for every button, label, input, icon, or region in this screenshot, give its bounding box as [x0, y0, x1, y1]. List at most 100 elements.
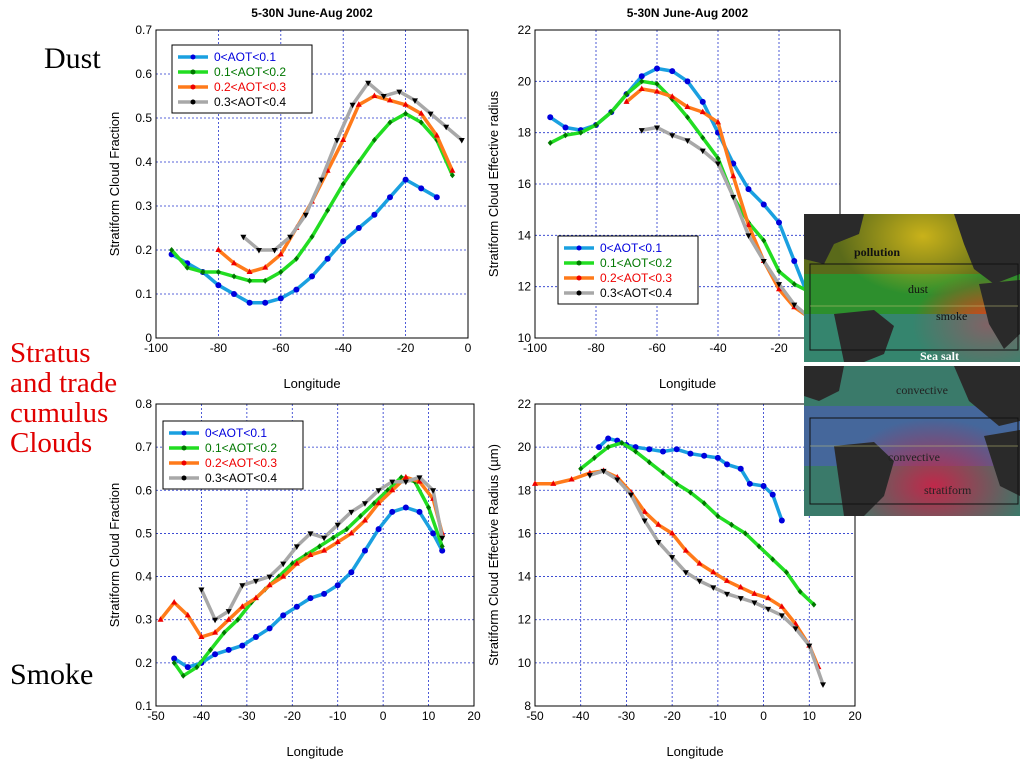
- legend-entry: 0.1<AOT<0.2: [214, 65, 286, 79]
- x-tick-label: -30: [618, 709, 636, 723]
- data-point: [371, 92, 378, 98]
- data-point: [266, 574, 273, 581]
- data-point: [171, 659, 177, 666]
- data-point: [247, 277, 253, 284]
- data-point: [157, 616, 164, 622]
- x-tick-label: -50: [526, 709, 544, 723]
- data-point: [746, 480, 753, 487]
- x-tick-label: -20: [770, 341, 788, 355]
- data-point: [605, 435, 612, 442]
- data-point: [660, 448, 666, 455]
- data-point: [387, 119, 393, 126]
- data-point: [655, 540, 662, 546]
- legend-marker: [190, 84, 196, 90]
- y-tick-label: 12: [518, 280, 532, 294]
- data-point: [737, 596, 744, 602]
- x-axis-label: Longitude: [286, 744, 343, 759]
- data-point: [729, 521, 735, 528]
- chart-3: -50 -40 -30 -20 -10 0 10 20 0.1 0.2 0.3 0.4 0.5 0.6 0.…: [107, 397, 481, 759]
- chart-title: 5-30N June-Aug 2002: [251, 6, 373, 20]
- data-point: [184, 664, 191, 671]
- x-tick-label: -60: [272, 341, 290, 355]
- data-point: [340, 181, 346, 187]
- y-axis-label: Stratiform Cloud Effective Radius (µm): [486, 444, 501, 666]
- data-point: [255, 248, 262, 254]
- y-axis-label: Stratiform Cloud Fraction: [107, 112, 122, 257]
- data-point: [760, 482, 767, 489]
- x-tick-label: 0: [465, 341, 472, 355]
- data-point: [375, 488, 382, 494]
- stratus-line-3: cumulus: [10, 397, 109, 429]
- data-point: [443, 124, 450, 131]
- data-point: [371, 211, 378, 218]
- legend-marker: [181, 475, 187, 481]
- data-point: [730, 172, 737, 179]
- data-point: [776, 268, 782, 275]
- data-point: [208, 646, 214, 653]
- data-point: [277, 250, 284, 257]
- data-point: [426, 504, 432, 511]
- data-point: [280, 612, 287, 619]
- data-point: [776, 219, 782, 226]
- data-point: [293, 286, 300, 293]
- data-point: [674, 480, 680, 487]
- data-point: [654, 125, 660, 132]
- data-point: [820, 682, 826, 688]
- data-point: [458, 138, 465, 144]
- data-point: [402, 479, 409, 486]
- data-point: [710, 568, 717, 575]
- x-tick-label: 0: [380, 709, 387, 723]
- plot-frame: [534, 29, 841, 339]
- data-point: [325, 207, 331, 214]
- data-point: [302, 212, 309, 219]
- data-point: [184, 264, 190, 271]
- data-point: [225, 646, 232, 653]
- data-point: [596, 444, 602, 451]
- data-point: [439, 543, 445, 550]
- x-tick-label: -40: [193, 709, 211, 723]
- map-label-pollution: pollution: [854, 245, 900, 259]
- data-point: [198, 633, 205, 639]
- y-tick-label: 0: [145, 331, 152, 345]
- data-point: [641, 508, 648, 514]
- y-tick-label: 20: [518, 74, 532, 88]
- y-axis-label: Stratiform Cloud Fraction: [107, 483, 122, 628]
- x-tick-label: -10: [329, 709, 347, 723]
- data-point: [547, 139, 553, 146]
- legend-entry: 0.2<AOT<0.3: [205, 456, 277, 470]
- data-point: [280, 561, 287, 568]
- data-point: [593, 121, 599, 128]
- data-point: [696, 578, 703, 585]
- data-point: [751, 600, 758, 606]
- data-point: [389, 508, 396, 515]
- data-point: [239, 583, 246, 589]
- data-point: [252, 578, 259, 585]
- data-point: [638, 85, 645, 92]
- legend-entry: 0.3<AOT<0.4: [214, 95, 286, 109]
- data-point: [389, 479, 396, 486]
- data-point: [402, 473, 409, 480]
- plot-frame: [155, 29, 469, 339]
- data-point: [654, 88, 660, 94]
- data-point: [307, 551, 314, 557]
- y-tick-label: 14: [518, 228, 532, 242]
- map-label-smoke: smoke: [936, 309, 967, 323]
- x-tick-label: -30: [238, 709, 256, 723]
- data-point: [262, 264, 269, 270]
- stratus-line-1: Stratus: [10, 337, 91, 369]
- data-point: [791, 258, 798, 264]
- data-point: [628, 492, 634, 499]
- data-point: [324, 255, 331, 262]
- data-point: [309, 233, 315, 240]
- data-point: [375, 526, 382, 533]
- data-point: [756, 543, 762, 550]
- map-label-convective-top: convective: [896, 383, 948, 397]
- data-point: [416, 478, 423, 484]
- data-point: [760, 259, 767, 265]
- data-point: [742, 530, 748, 537]
- data-point: [532, 480, 538, 486]
- data-point: [550, 480, 557, 486]
- chart-4: -50 -40 -30 -20 -10 0 10 20 8 10 12 14 16 18 20 22 Longi…: [486, 397, 862, 759]
- data-point: [411, 98, 418, 104]
